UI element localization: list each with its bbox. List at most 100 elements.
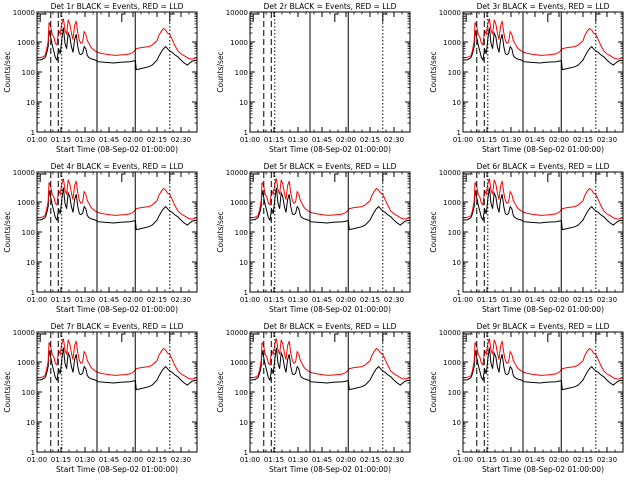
- x-tick-label: 01:30: [288, 296, 308, 304]
- panel-title: Det 2r BLACK = Events, RED = LLD: [264, 2, 397, 11]
- x-tick-label: 01:00: [27, 456, 47, 464]
- x-tick-label: 02:15: [360, 456, 380, 464]
- x-tick-label: 02:15: [360, 136, 380, 144]
- y-tick-label: 10: [26, 99, 35, 107]
- bracket-mark: [121, 13, 125, 22]
- x-tick-label: 01:30: [75, 136, 95, 144]
- bracket-mark: [465, 173, 473, 182]
- bracket-mark: [39, 173, 47, 182]
- bracket-mark: [252, 173, 260, 182]
- panel-title: Det 3r BLACK = Events, RED = LLD: [477, 2, 610, 11]
- y-tick-label: 10: [239, 419, 248, 427]
- x-tick-label: 02:00: [123, 136, 143, 144]
- x-tick-label: 01:30: [288, 456, 308, 464]
- x-tick-label: 02:15: [573, 296, 593, 304]
- y-tick-label: 1: [31, 289, 35, 297]
- y-tick-label: 1000: [443, 359, 461, 367]
- x-tick-label: 01:00: [240, 296, 260, 304]
- y-tick-label: 10000: [439, 9, 461, 17]
- events-series-line: [462, 187, 624, 231]
- y-axis-label: Counts/sec: [216, 211, 225, 252]
- x-tick-label: 01:45: [99, 296, 119, 304]
- panel-title: Det 6r BLACK = Events, RED = LLD: [477, 162, 610, 171]
- y-tick-label: 10: [239, 99, 248, 107]
- bracket-mark: [169, 173, 175, 182]
- x-tick-label: 01:00: [453, 296, 473, 304]
- y-tick-label: 100: [22, 389, 35, 397]
- x-tick-label: 02:15: [147, 456, 167, 464]
- y-tick-label: 100: [235, 229, 248, 237]
- y-tick-label: 100: [235, 389, 248, 397]
- x-tick-label: 01:15: [477, 296, 497, 304]
- y-tick-label: 1: [457, 449, 461, 457]
- y-tick-label: 10: [26, 419, 35, 427]
- bracket-mark: [595, 333, 601, 342]
- x-tick-label: 02:30: [597, 136, 617, 144]
- x-tick-label: 01:45: [312, 136, 332, 144]
- y-axis-label: Counts/sec: [429, 51, 438, 92]
- x-axis-label: Start Time (08-Sep-02 01:00:00): [269, 305, 391, 314]
- bracket-mark: [382, 173, 388, 182]
- y-tick-label: 1000: [230, 39, 248, 47]
- bracket-mark: [169, 333, 175, 342]
- y-tick-label: 10000: [439, 169, 461, 177]
- panel-det-1: 1 10 100 1000 10000 01:00 01:15 01:30 01:45 02:00…: [3, 2, 198, 154]
- x-tick-label: 01:00: [453, 136, 473, 144]
- x-tick-label: 02:00: [123, 456, 143, 464]
- x-tick-label: 02:15: [573, 456, 593, 464]
- x-tick-label: 01:15: [264, 296, 284, 304]
- bracket-mark: [39, 333, 47, 342]
- x-tick-label: 01:15: [51, 136, 71, 144]
- bracket-mark: [252, 13, 260, 22]
- y-tick-label: 1: [31, 449, 35, 457]
- y-tick-label: 10: [452, 99, 461, 107]
- x-tick-label: 01:00: [453, 456, 473, 464]
- y-tick-label: 1000: [17, 199, 35, 207]
- y-tick-label: 1: [457, 289, 461, 297]
- y-axis-label: Counts/sec: [429, 211, 438, 252]
- events-series-line: [36, 187, 198, 231]
- events-series-line: [462, 347, 624, 391]
- x-tick-label: 01:30: [75, 296, 95, 304]
- x-tick-label: 01:15: [264, 456, 284, 464]
- y-tick-label: 1: [31, 129, 35, 137]
- x-tick-label: 01:15: [477, 136, 497, 144]
- x-tick-label: 02:00: [549, 296, 569, 304]
- y-tick-label: 1000: [230, 199, 248, 207]
- panel-det-8: 1 10 100 1000 10000 01:00 01:15 01:30 01:45 02:00…: [216, 322, 411, 474]
- panel-det-2: 1 10 100 1000 10000 01:00 01:15 01:30 01:45 02:00…: [216, 2, 411, 154]
- x-tick-label: 01:45: [312, 456, 332, 464]
- y-axis-label: Counts/sec: [429, 371, 438, 412]
- x-tick-label: 02:15: [147, 136, 167, 144]
- x-tick-label: 01:30: [288, 136, 308, 144]
- bracket-mark: [382, 333, 388, 342]
- y-axis-label: Counts/sec: [216, 51, 225, 92]
- y-tick-label: 1000: [443, 199, 461, 207]
- events-series-line: [36, 347, 198, 391]
- y-axis-label: Counts/sec: [3, 371, 12, 412]
- axes-frame: [249, 11, 411, 133]
- bracket-mark: [169, 13, 175, 22]
- y-tick-label: 100: [448, 389, 461, 397]
- y-tick-label: 10000: [226, 169, 248, 177]
- x-tick-label: 01:30: [501, 456, 521, 464]
- bracket-mark: [595, 13, 601, 22]
- x-tick-label: 01:45: [525, 456, 545, 464]
- x-tick-label: 02:15: [147, 296, 167, 304]
- bracket-mark: [252, 333, 260, 342]
- x-tick-label: 01:00: [240, 136, 260, 144]
- y-axis-label: Counts/sec: [3, 51, 12, 92]
- x-tick-label: 02:30: [597, 296, 617, 304]
- x-tick-label: 01:30: [501, 296, 521, 304]
- y-tick-label: 100: [22, 69, 35, 77]
- x-tick-label: 01:45: [99, 136, 119, 144]
- x-axis-label: Start Time (08-Sep-02 01:00:00): [269, 465, 391, 474]
- x-tick-label: 02:30: [171, 296, 191, 304]
- x-tick-label: 02:00: [336, 296, 356, 304]
- x-tick-label: 02:00: [123, 296, 143, 304]
- y-axis-label: Counts/sec: [3, 211, 12, 252]
- x-tick-label: 01:45: [525, 296, 545, 304]
- panel-title: Det 4r BLACK = Events, RED = LLD: [51, 162, 184, 171]
- y-tick-label: 1000: [17, 359, 35, 367]
- x-tick-label: 01:00: [240, 456, 260, 464]
